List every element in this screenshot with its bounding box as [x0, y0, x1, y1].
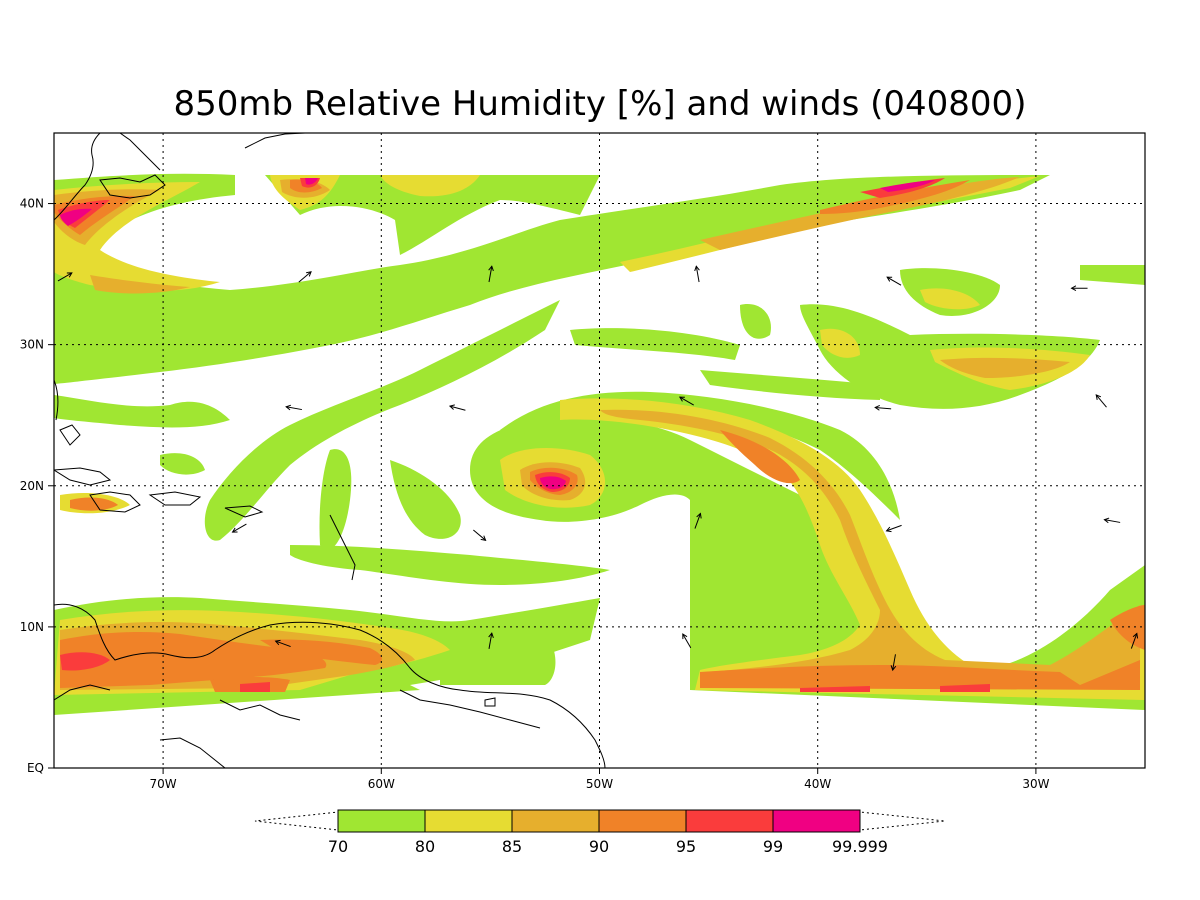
colorbar-level-label: 90	[589, 837, 609, 856]
wind-arrow	[694, 512, 702, 529]
colorbar-level-label: 99.999	[832, 837, 888, 856]
lat-tick-label: 40N	[20, 197, 44, 211]
lat-tick-label: 10N	[20, 620, 44, 634]
wind-arrow	[274, 639, 291, 648]
wind-arrow	[231, 523, 247, 533]
graticule	[54, 133, 1145, 768]
colorbar: 70 80 85 90 95 99 99.999	[254, 809, 946, 856]
wind-arrow	[682, 633, 692, 649]
wind-arrow	[885, 524, 902, 533]
lat-tick-label: EQ	[27, 761, 44, 775]
colorbar-level-label: 99	[763, 837, 783, 856]
wind-arrow	[488, 632, 494, 649]
longitude-axis: 70W 60W 50W 40W 30W	[150, 768, 1050, 791]
colorbar-swatch	[598, 809, 687, 833]
lat-tick-label: 30N	[20, 338, 44, 352]
lat-tick-label: 20N	[20, 479, 44, 493]
colorbar-swatch	[511, 809, 600, 833]
wind-arrow	[694, 265, 700, 283]
lon-tick-label: 40W	[804, 777, 831, 791]
map-plot-area	[54, 133, 1145, 768]
colorbar-swatch	[772, 809, 861, 833]
colorbar-level-label: 95	[676, 837, 696, 856]
wind-arrow	[890, 654, 897, 672]
wind-arrow	[57, 272, 73, 282]
wind-vector-layer	[57, 265, 1139, 672]
colorbar-swatch	[685, 809, 774, 833]
colorbar-level-label: 80	[415, 837, 435, 856]
lon-tick-label: 50W	[586, 777, 613, 791]
lon-tick-label: 70W	[150, 777, 177, 791]
wind-arrow	[1095, 394, 1107, 408]
lon-tick-label: 30W	[1022, 777, 1049, 791]
wind-arrow	[1130, 632, 1139, 649]
wind-arrow	[1070, 285, 1088, 292]
coastline-layer	[54, 133, 606, 768]
colorbar-swatch	[424, 809, 513, 833]
wind-arrow	[298, 271, 312, 283]
humidity-band-90	[54, 179, 1145, 692]
wind-arrow	[448, 404, 466, 411]
wind-arrow	[473, 529, 487, 541]
colorbar-upper-extension	[859, 811, 946, 831]
wind-arrow	[874, 405, 892, 411]
wind-arrow	[1103, 517, 1121, 524]
wind-arrow	[886, 276, 902, 286]
colorbar-lower-extension	[254, 811, 339, 831]
colorbar-swatch	[337, 809, 426, 833]
lon-tick-label: 60W	[368, 777, 395, 791]
wind-arrow	[285, 404, 302, 411]
colorbar-level-label: 70	[328, 837, 348, 856]
latitude-axis: EQ 10N 20N 30N 40N	[20, 197, 54, 775]
wind-arrow	[678, 396, 694, 406]
colorbar-level-label: 85	[502, 837, 522, 856]
map-title: 850mb Relative Humidity [%] and winds (0…	[174, 84, 1027, 124]
wind-arrow	[488, 265, 494, 283]
